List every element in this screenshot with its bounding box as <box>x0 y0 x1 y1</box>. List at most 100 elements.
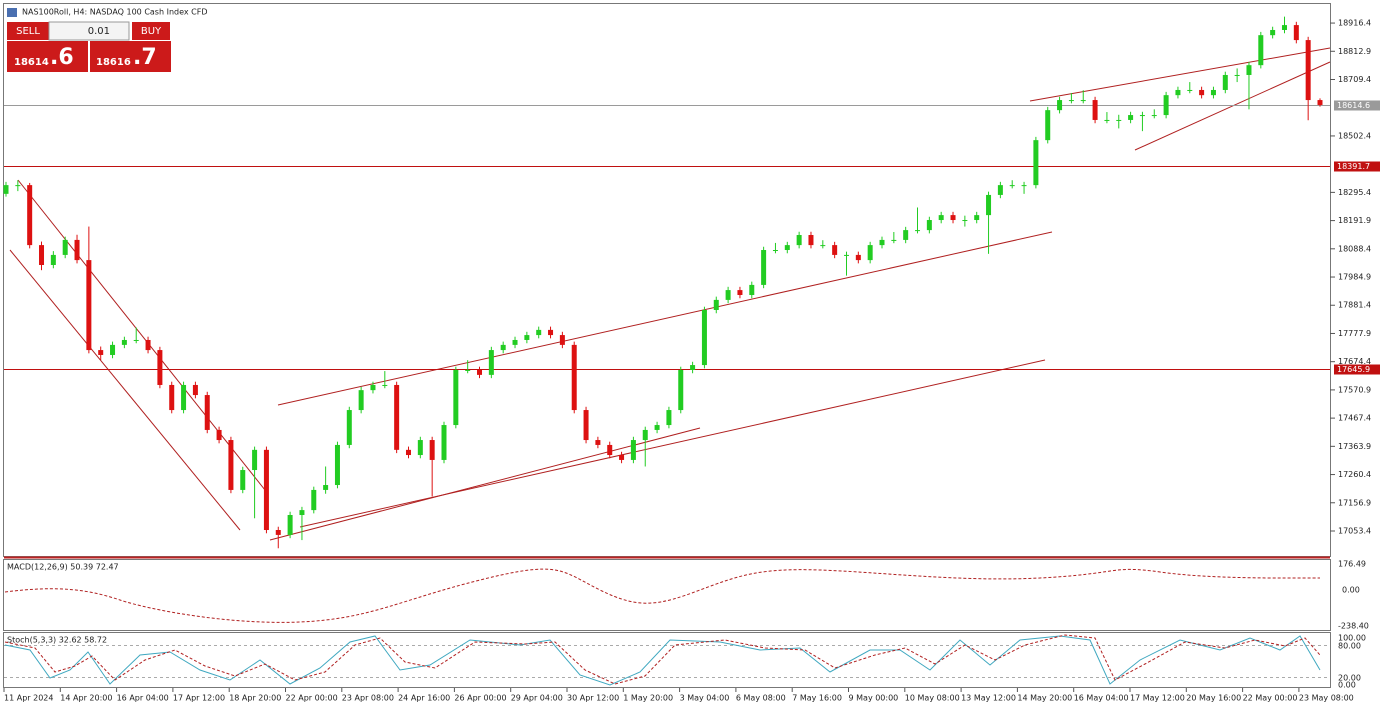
y-tick-label: 17984.9 <box>1338 273 1371 282</box>
y-tick-label: 17467.4 <box>1338 414 1371 423</box>
candle-body <box>690 365 696 370</box>
candle-body <box>855 254 861 261</box>
x-tick-label: 16 May 04:00 <box>1074 694 1129 703</box>
candle-body <box>145 339 151 351</box>
candle-body <box>630 440 636 460</box>
x-tick-label: 3 May 04:00 <box>680 694 730 703</box>
sell-label: SELL <box>16 26 40 37</box>
buy-price-box[interactable] <box>90 41 171 72</box>
candle-body <box>1281 25 1287 30</box>
candle-body <box>216 429 222 441</box>
candle-body <box>1080 100 1086 102</box>
candle-body <box>1009 185 1015 187</box>
x-tick-label: 9 May 00:00 <box>849 694 899 703</box>
sell-price-frac: .6 <box>50 45 74 70</box>
candle-body <box>86 260 92 351</box>
macd-frame <box>3 559 1331 631</box>
candle-body <box>926 220 932 231</box>
sell-button[interactable] <box>7 22 49 40</box>
candle-body <box>1293 25 1299 41</box>
candle-body <box>595 440 601 445</box>
candle-body <box>654 425 660 430</box>
candle-body <box>429 440 435 460</box>
price-label-bg <box>1334 161 1380 172</box>
y-tick-label: 17363.9 <box>1338 442 1371 451</box>
candle-body <box>1187 89 1193 91</box>
candle-body <box>1305 40 1311 101</box>
candle-body <box>512 339 518 345</box>
candle-body <box>1033 140 1039 186</box>
candle-body <box>642 429 648 441</box>
y-tick-label: 18812.9 <box>1338 47 1371 56</box>
candle-body <box>1057 100 1063 111</box>
stoch-frame <box>3 632 1331 688</box>
candle-body <box>974 215 980 221</box>
sell-price-box[interactable] <box>7 41 88 72</box>
candle-body <box>98 350 104 355</box>
candle-body <box>477 369 483 375</box>
candle-body <box>536 329 542 336</box>
trendline <box>299 359 1046 528</box>
candle-body <box>891 239 897 241</box>
icon <box>7 8 17 17</box>
x-tick-label: 24 Apr 16:00 <box>398 694 450 703</box>
candle-body <box>820 245 826 247</box>
y-tick-label: 18709.4 <box>1338 75 1371 84</box>
candle-body <box>832 245 838 255</box>
candle-body <box>453 369 459 426</box>
candle-body <box>1116 119 1122 121</box>
x-tick-label: 22 May 00:00 <box>1243 694 1298 703</box>
x-tick-label: 23 May 08:00 <box>1299 694 1354 703</box>
price-label-bg <box>1334 100 1380 111</box>
price-label: 18614.6 <box>1337 101 1370 110</box>
candle-body <box>678 369 684 411</box>
buy-button[interactable] <box>132 22 170 40</box>
candle-body <box>962 220 968 222</box>
candle-body <box>772 250 778 252</box>
candle-body <box>382 384 388 386</box>
candle-body <box>417 440 423 456</box>
candle-body <box>346 410 352 445</box>
candle-body <box>1163 95 1169 116</box>
x-tick-label: 7 May 16:00 <box>792 694 842 703</box>
candle-body <box>761 250 767 285</box>
x-tick-label: 6 May 08:00 <box>736 694 786 703</box>
candle-body <box>1021 185 1027 187</box>
candle-body <box>784 245 790 251</box>
candle-body <box>157 350 163 385</box>
y-tick-label: 17881.4 <box>1338 301 1371 310</box>
y-tick-label: 17570.9 <box>1338 385 1371 394</box>
candle-body <box>1317 100 1323 105</box>
buy-label: BUY <box>141 26 162 37</box>
candle-body <box>169 384 175 411</box>
candle-body <box>488 350 494 375</box>
candle-body <box>465 369 471 371</box>
lot-input[interactable] <box>48 21 130 41</box>
candle-body <box>263 449 269 531</box>
candle-body <box>1246 65 1252 75</box>
y-tick-label: 18088.4 <box>1338 244 1371 253</box>
x-tick-label: 1 May 20:00 <box>623 694 673 703</box>
x-tick-label: 11 Apr 2024 <box>4 694 53 703</box>
candle-body <box>619 455 625 460</box>
candle-body <box>867 245 873 261</box>
candle-body <box>879 239 885 246</box>
y-tick-label: 17053.4 <box>1338 526 1371 535</box>
candle-body <box>903 230 909 240</box>
candle-body <box>1104 119 1110 121</box>
x-tick-label: 10 May 08:00 <box>905 694 960 703</box>
stoch-main <box>4 635 1321 686</box>
candle-body <box>1151 115 1157 117</box>
trendline <box>1029 47 1331 102</box>
x-tick-label: 20 May 16:00 <box>1186 694 1241 703</box>
candle-body <box>1210 89 1216 96</box>
candle-body <box>252 449 258 471</box>
candle-body <box>358 390 364 411</box>
candle-body <box>323 485 329 490</box>
candle-body <box>3 185 9 194</box>
stoch-signal <box>4 634 1321 685</box>
candle-body <box>441 425 447 460</box>
x-tick-label: 18 Apr 20:00 <box>229 694 281 703</box>
candle-body <box>1270 29 1276 36</box>
x-tick-label: 13 May 12:00 <box>961 694 1016 703</box>
